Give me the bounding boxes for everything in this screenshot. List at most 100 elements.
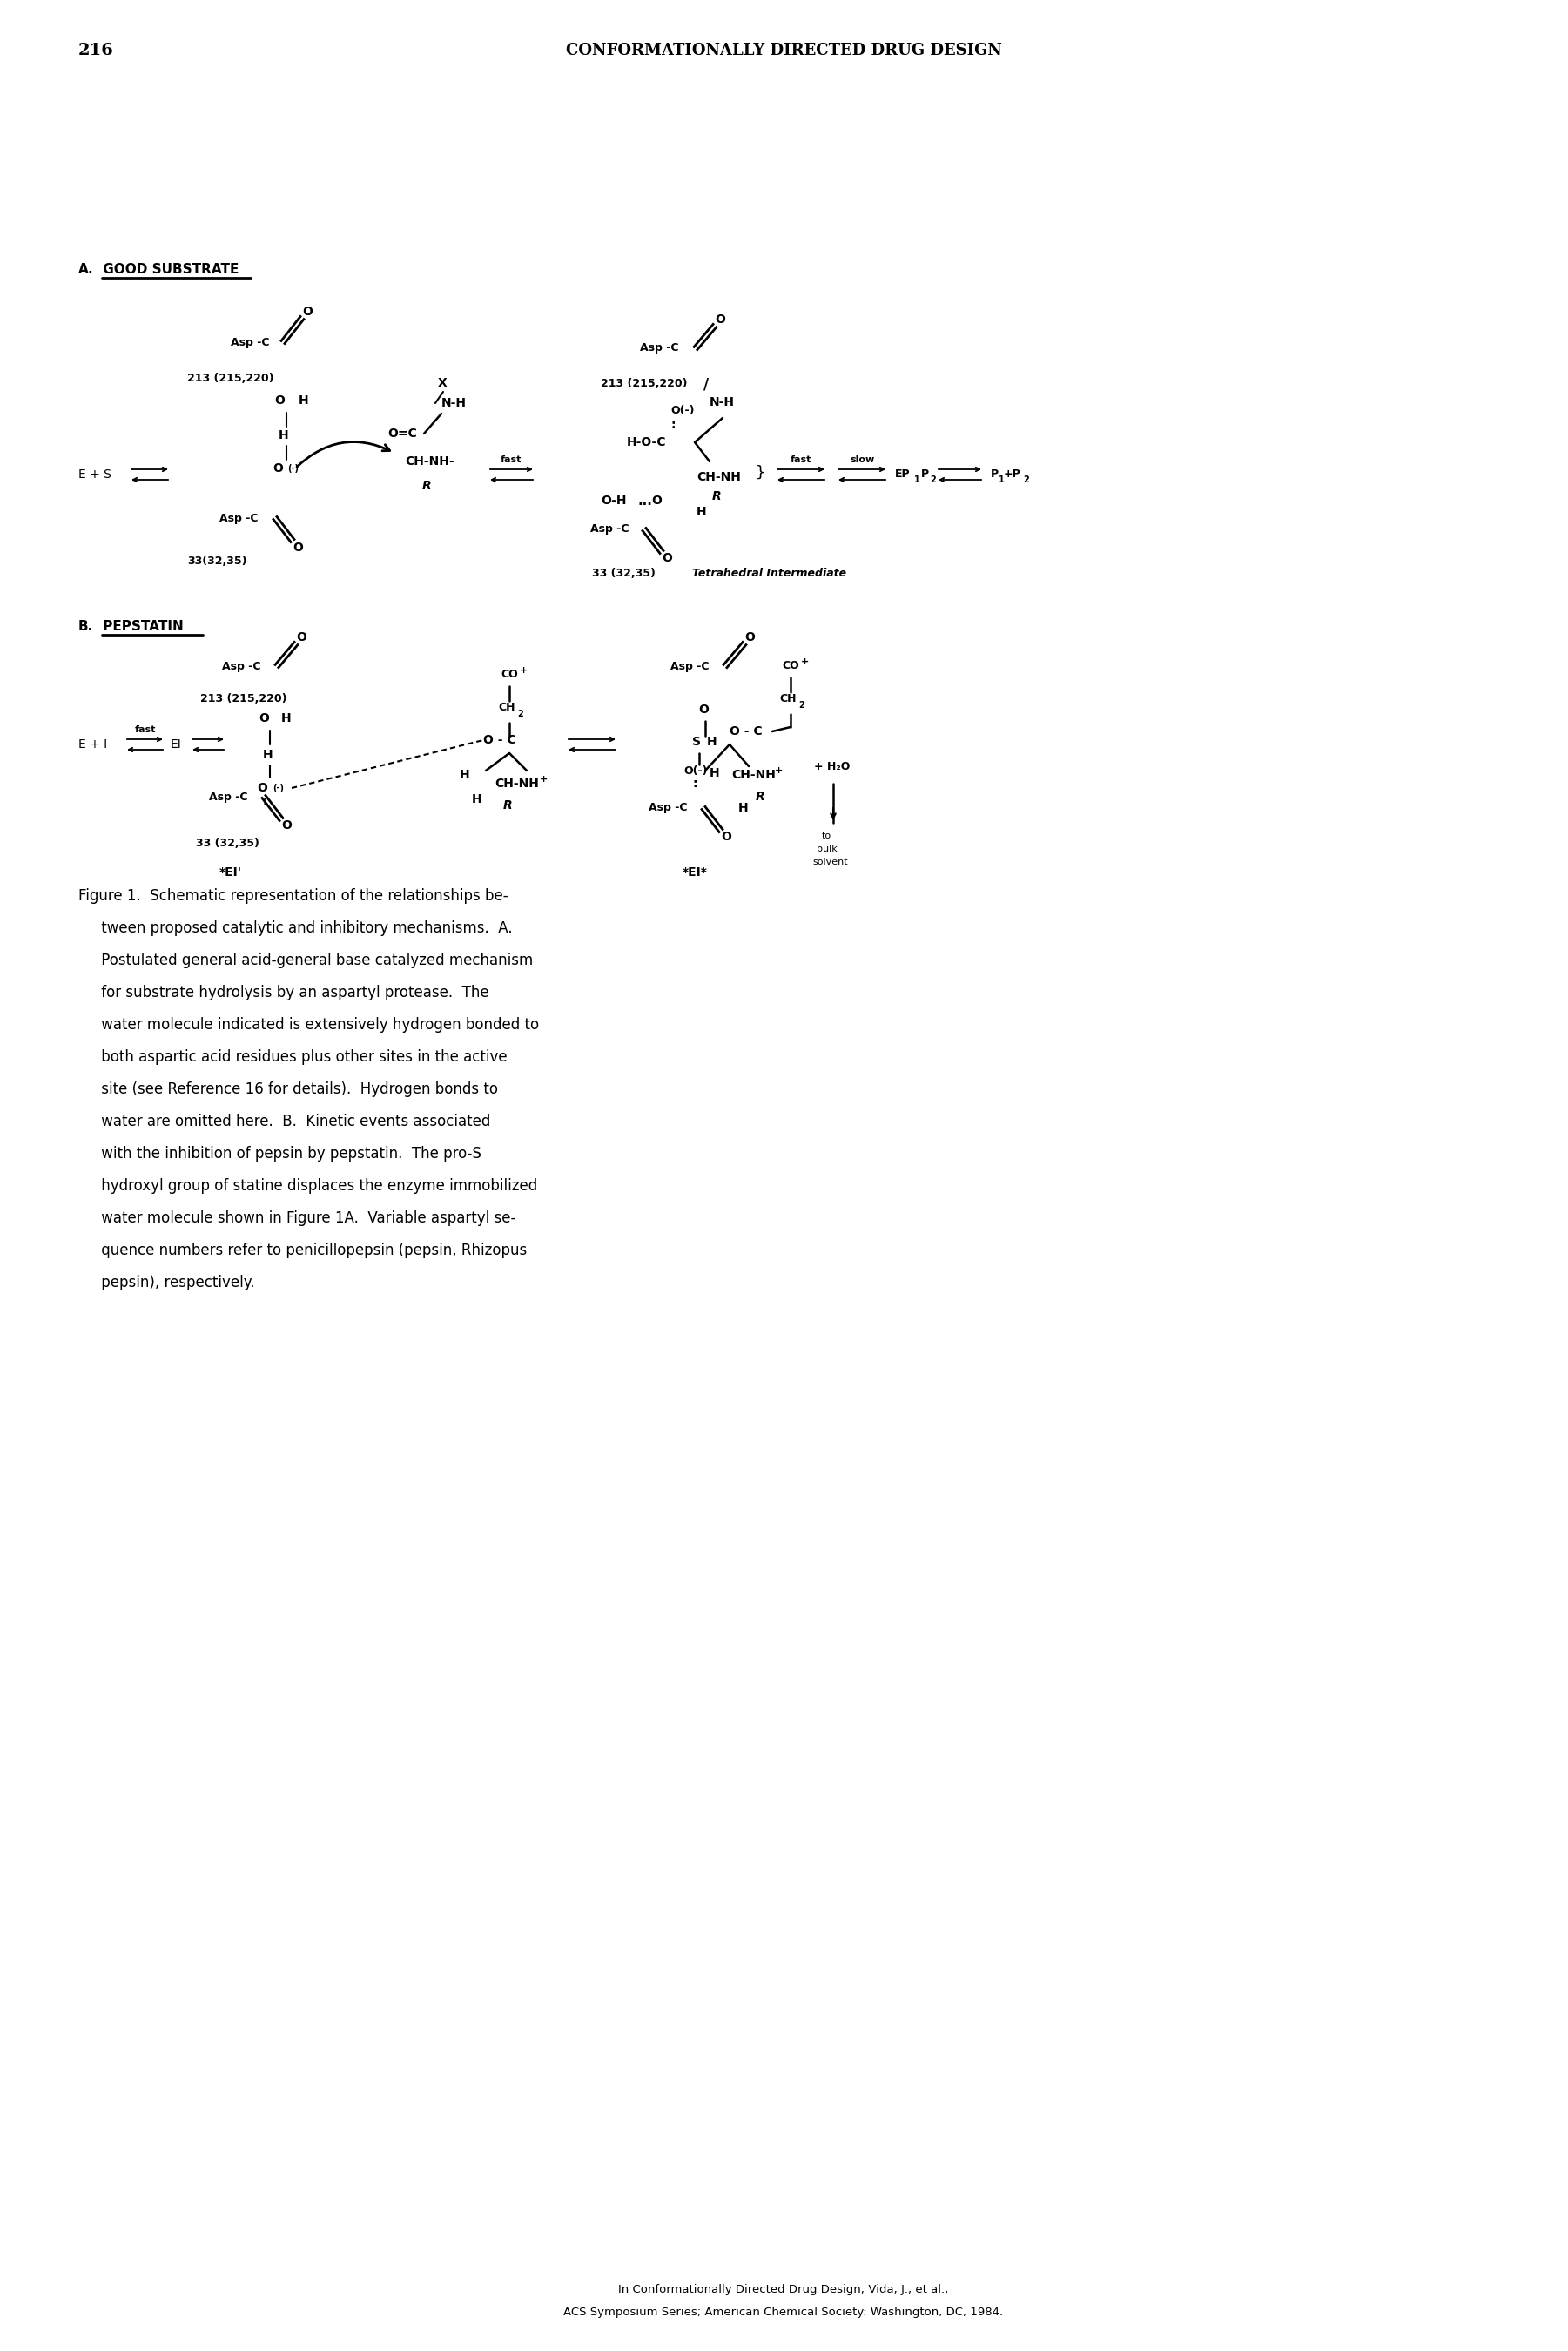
- Text: (-): (-): [287, 463, 298, 473]
- Text: P: P: [991, 468, 999, 480]
- Text: water molecule indicated is extensively hydrogen bonded to: water molecule indicated is extensively …: [78, 1018, 539, 1032]
- Text: O-H: O-H: [601, 494, 627, 508]
- Text: O: O: [296, 632, 306, 644]
- Text: fast: fast: [135, 726, 155, 734]
- Text: O - C: O - C: [729, 726, 762, 738]
- Text: :: :: [671, 418, 676, 430]
- Text: 213 (215,220): 213 (215,220): [601, 379, 687, 388]
- Text: /: /: [704, 376, 709, 393]
- Text: :: :: [691, 778, 696, 790]
- Text: 216: 216: [78, 42, 114, 59]
- Text: EI: EI: [171, 738, 182, 750]
- Text: P: P: [920, 468, 930, 480]
- Text: O: O: [281, 820, 292, 832]
- Text: N-H: N-H: [710, 397, 735, 409]
- Text: slow: slow: [850, 456, 875, 463]
- Text: X: X: [437, 376, 447, 390]
- Text: O(-): O(-): [684, 764, 707, 776]
- Text: H: H: [263, 750, 273, 762]
- Text: CH-NH: CH-NH: [696, 470, 740, 484]
- Text: 2: 2: [1022, 475, 1029, 484]
- Text: +P: +P: [1004, 468, 1021, 480]
- Text: O=C: O=C: [387, 428, 417, 440]
- Text: CO: CO: [500, 670, 517, 679]
- Text: *EI*: *EI*: [682, 868, 707, 879]
- Text: both aspartic acid residues plus other sites in the active: both aspartic acid residues plus other s…: [78, 1049, 508, 1065]
- Text: 213 (215,220): 213 (215,220): [201, 694, 287, 703]
- Text: Asp -C: Asp -C: [223, 661, 260, 672]
- Text: CH-NH-: CH-NH-: [405, 456, 455, 468]
- Text: fast: fast: [500, 456, 522, 463]
- Text: S: S: [691, 736, 701, 748]
- Text: R: R: [712, 491, 721, 503]
- Text: CO: CO: [782, 661, 800, 672]
- Text: O: O: [274, 395, 284, 407]
- Text: ACS Symposium Series; American Chemical Society: Washington, DC, 1984.: ACS Symposium Series; American Chemical …: [563, 2306, 1004, 2318]
- Text: +: +: [775, 766, 782, 776]
- Text: In Conformationally Directed Drug Design; Vida, J., et al.;: In Conformationally Directed Drug Design…: [618, 2285, 949, 2295]
- Text: +: +: [539, 776, 547, 783]
- Text: tween proposed catalytic and inhibitory mechanisms.  A.: tween proposed catalytic and inhibitory …: [78, 919, 513, 936]
- Text: CH: CH: [499, 703, 514, 715]
- Text: *EI': *EI': [220, 868, 241, 879]
- Text: 1: 1: [914, 475, 920, 484]
- Text: Asp -C: Asp -C: [649, 802, 687, 813]
- Text: A.: A.: [78, 263, 94, 277]
- Text: CONFORMATIONALLY DIRECTED DRUG DESIGN: CONFORMATIONALLY DIRECTED DRUG DESIGN: [566, 42, 1002, 59]
- Text: O: O: [273, 463, 282, 475]
- Text: CH: CH: [779, 694, 797, 705]
- Text: O: O: [257, 783, 267, 795]
- Text: R: R: [503, 799, 513, 811]
- Text: O: O: [303, 306, 312, 317]
- Text: }: }: [756, 465, 765, 480]
- Text: O: O: [721, 830, 731, 844]
- Text: Tetrahedral Intermediate: Tetrahedral Intermediate: [691, 567, 847, 578]
- Text: 33(32,35): 33(32,35): [187, 555, 246, 567]
- Text: 33 (32,35): 33 (32,35): [593, 567, 655, 578]
- Text: EP: EP: [895, 468, 911, 480]
- Text: H: H: [696, 505, 707, 517]
- Text: H: H: [279, 430, 289, 442]
- Text: R: R: [756, 790, 765, 802]
- Text: Asp -C: Asp -C: [220, 513, 259, 524]
- Text: Asp -C: Asp -C: [590, 524, 629, 536]
- Text: Asp -C: Asp -C: [640, 343, 679, 355]
- Text: O: O: [698, 703, 709, 715]
- Text: O: O: [745, 632, 754, 644]
- Text: O: O: [662, 552, 673, 564]
- Text: E + S: E + S: [78, 468, 111, 480]
- Text: 2: 2: [798, 701, 804, 710]
- FancyArrowPatch shape: [296, 442, 390, 468]
- Text: with the inhibition of pepsin by pepstatin.  The pro-S: with the inhibition of pepsin by pepstat…: [78, 1145, 481, 1161]
- Text: O: O: [651, 494, 662, 508]
- Text: O - C: O - C: [483, 734, 516, 745]
- Text: H: H: [710, 766, 720, 778]
- Text: hydroxyl group of statine displaces the enzyme immobilized: hydroxyl group of statine displaces the …: [78, 1178, 538, 1194]
- Text: 2: 2: [930, 475, 936, 484]
- Text: quence numbers refer to penicillopepsin (pepsin, Rhizopus: quence numbers refer to penicillopepsin …: [78, 1244, 527, 1258]
- Text: site (see Reference 16 for details).  Hydrogen bonds to: site (see Reference 16 for details). Hyd…: [78, 1081, 499, 1098]
- Text: fast: fast: [790, 456, 812, 463]
- Text: Figure 1.  Schematic representation of the relationships be-: Figure 1. Schematic representation of th…: [78, 889, 508, 903]
- Text: Asp -C: Asp -C: [209, 790, 248, 802]
- Text: +: +: [519, 665, 528, 675]
- Text: pepsin), respectively.: pepsin), respectively.: [78, 1274, 254, 1291]
- Text: H: H: [298, 395, 309, 407]
- Text: Postulated general acid-general base catalyzed mechanism: Postulated general acid-general base cat…: [78, 952, 533, 969]
- Text: to: to: [822, 832, 831, 839]
- Text: GOOD SUBSTRATE: GOOD SUBSTRATE: [99, 263, 238, 277]
- Text: H: H: [472, 792, 481, 806]
- Text: 1: 1: [999, 475, 1005, 484]
- Text: CH-NH: CH-NH: [731, 769, 776, 781]
- Text: H: H: [281, 712, 292, 724]
- Text: :: :: [262, 795, 267, 806]
- Text: CH-NH: CH-NH: [494, 778, 539, 790]
- Text: 2: 2: [517, 710, 524, 719]
- Text: 213 (215,220): 213 (215,220): [187, 374, 274, 386]
- Text: H: H: [707, 736, 717, 748]
- Text: solvent: solvent: [812, 858, 848, 868]
- Text: E + I: E + I: [78, 738, 107, 750]
- Text: O: O: [293, 541, 303, 555]
- Text: O: O: [715, 313, 724, 327]
- Text: B.: B.: [78, 621, 94, 632]
